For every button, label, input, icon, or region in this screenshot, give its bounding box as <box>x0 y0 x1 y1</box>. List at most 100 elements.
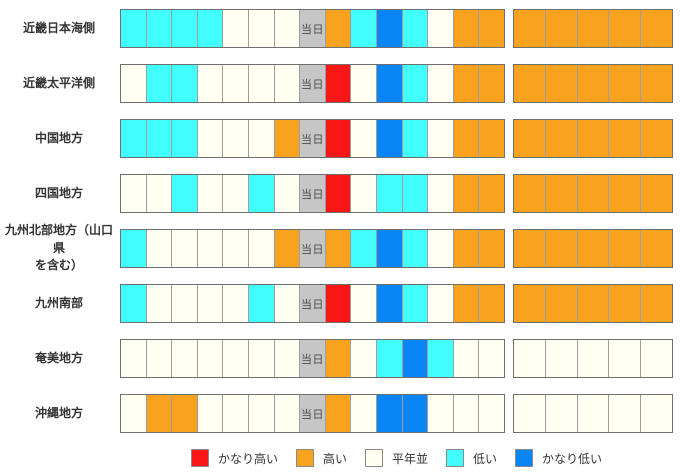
outlook-grid <box>513 174 673 213</box>
forecast-cell-very_low <box>376 395 403 432</box>
forecast-cell-normal <box>274 340 301 377</box>
forecast-cell-high <box>641 230 672 267</box>
forecast-cell-low <box>121 120 147 157</box>
region-label: 近畿太平洋側 <box>22 75 95 90</box>
forecast-cell-normal <box>248 120 275 157</box>
forecast-cell-normal <box>428 65 454 102</box>
region-row: 四国地方 当日 <box>0 174 680 213</box>
forecast-cell-normal <box>428 230 454 267</box>
forecast-cell-low <box>376 175 403 212</box>
forecast-cell-high <box>325 10 352 47</box>
forecast-cell-high <box>641 175 672 212</box>
forecast-cell-normal <box>577 340 610 377</box>
today-cell: 当日 <box>300 395 326 432</box>
forecast-cell-low <box>172 65 198 102</box>
forecast-cell-normal <box>609 340 642 377</box>
forecast-cell-low <box>402 175 429 212</box>
forecast-cell-normal <box>248 395 275 432</box>
forecast-cell-normal <box>248 10 275 47</box>
forecast-cell-high <box>453 175 480 212</box>
forecast-cell-high <box>479 285 504 322</box>
forecast-cell-high <box>514 175 546 212</box>
forecast-cell-high <box>453 285 480 322</box>
forecast-cell-high <box>146 395 173 432</box>
forecast-cell-normal <box>351 395 377 432</box>
legend-item: 高い <box>295 449 347 467</box>
forecast-cell-low <box>428 340 454 377</box>
forecast-cell-high <box>641 120 672 157</box>
forecast-cell-normal <box>351 340 377 377</box>
forecast-cell-normal <box>146 340 173 377</box>
forecast-cell-normal <box>274 65 301 102</box>
forecast-cell-normal <box>248 230 275 267</box>
forecast-cell-low <box>121 10 147 47</box>
forecast-cell-normal <box>223 175 249 212</box>
forecast-cell-high <box>641 285 672 322</box>
daily-forecast-grid: 当日 <box>120 119 505 158</box>
forecast-cell-high <box>641 10 672 47</box>
forecast-cell-high <box>641 65 672 102</box>
today-cell: 当日 <box>300 10 326 47</box>
forecast-cell-high <box>514 230 546 267</box>
forecast-cell-high <box>479 230 504 267</box>
forecast-cell-high <box>479 10 504 47</box>
forecast-cell-high <box>577 65 610 102</box>
legend-label: 平年並 <box>391 451 428 466</box>
daily-forecast-grid: 当日 <box>120 284 505 323</box>
forecast-cell-low <box>402 65 429 102</box>
forecast-cell-low <box>402 230 429 267</box>
forecast-cell-normal <box>197 175 224 212</box>
forecast-cell-normal <box>146 285 173 322</box>
legend: かなり高い 高い 平年並 低い かなり低い <box>120 449 673 467</box>
forecast-cell-normal <box>479 340 504 377</box>
forecast-cell-high <box>545 285 578 322</box>
legend-color-swatch <box>364 449 383 467</box>
legend-color-swatch <box>515 449 534 467</box>
forecast-cell-normal <box>172 285 198 322</box>
forecast-cell-normal <box>248 340 275 377</box>
outlook-grid <box>513 394 673 433</box>
outlook-grid <box>513 119 673 158</box>
forecast-cell-high <box>577 175 610 212</box>
forecast-cell-normal <box>172 230 198 267</box>
forecast-cell-high <box>514 65 546 102</box>
legend-label: 低い <box>473 451 498 466</box>
forecast-cell-normal <box>641 395 672 432</box>
forecast-cell-normal <box>172 340 198 377</box>
forecast-cell-normal <box>577 395 610 432</box>
forecast-cell-high <box>479 120 504 157</box>
forecast-cell-normal <box>274 175 301 212</box>
region-label: 近畿日本海側 <box>22 20 95 35</box>
forecast-cell-high <box>514 10 546 47</box>
legend-label: 高い <box>322 451 347 466</box>
forecast-cell-high <box>453 10 480 47</box>
forecast-cell-high <box>545 230 578 267</box>
forecast-cell-high <box>545 175 578 212</box>
forecast-cell-high <box>453 120 480 157</box>
forecast-cell-normal <box>351 285 377 322</box>
today-cell: 当日 <box>300 340 326 377</box>
forecast-cell-normal <box>609 395 642 432</box>
forecast-cell-normal <box>428 10 454 47</box>
forecast-cell-low <box>146 65 173 102</box>
forecast-cell-normal <box>248 65 275 102</box>
forecast-cell-low <box>146 10 173 47</box>
daily-forecast-grid: 当日 <box>120 339 505 378</box>
forecast-cell-low <box>402 10 429 47</box>
region-row: 近畿太平洋側 当日 <box>0 64 680 103</box>
forecast-cell-high <box>577 285 610 322</box>
region-label: 中国地方 <box>34 130 83 145</box>
legend-item: かなり低い <box>515 449 602 467</box>
forecast-cell-low <box>121 230 147 267</box>
forecast-cell-normal <box>121 340 147 377</box>
forecast-cell-low <box>402 120 429 157</box>
forecast-cell-high <box>479 175 504 212</box>
today-cell: 当日 <box>300 285 326 322</box>
forecast-cell-very_low <box>376 230 403 267</box>
forecast-cell-low <box>351 230 377 267</box>
forecast-cell-normal <box>223 230 249 267</box>
legend-item: 低い <box>446 449 497 467</box>
forecast-cell-normal <box>197 395 224 432</box>
forecast-cell-very_high <box>325 65 352 102</box>
